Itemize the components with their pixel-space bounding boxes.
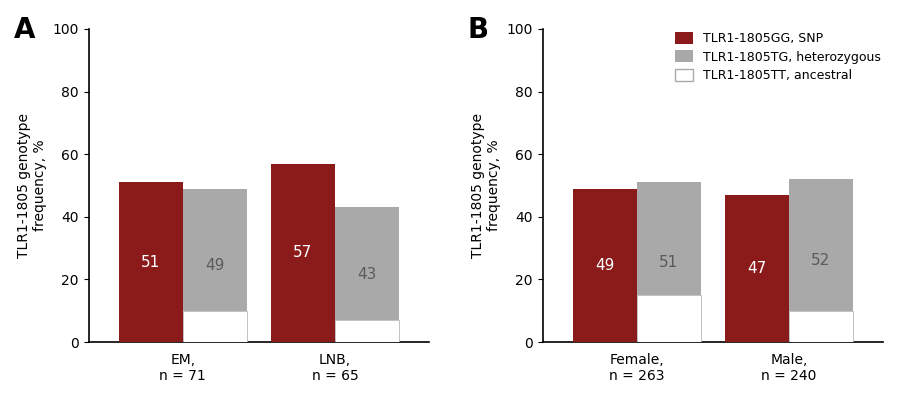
Text: 57: 57 [293,245,312,260]
Bar [271,164,335,342]
Text: 49: 49 [595,258,615,273]
Text: 51: 51 [141,255,160,270]
Bar [725,195,789,342]
Text: 49: 49 [205,258,224,273]
Bar [183,189,247,311]
Text: 43: 43 [357,267,376,282]
Bar [119,182,183,342]
Y-axis label: TLR1-1805 genotype
frequency, %: TLR1-1805 genotype frequency, % [17,113,47,258]
Bar [335,320,399,342]
Bar [637,182,701,295]
Y-axis label: TLR1-1805 genotype
frequency, %: TLR1-1805 genotype frequency, % [471,113,501,258]
Bar [789,179,853,311]
Bar [335,208,399,320]
Bar [789,311,853,342]
Text: 51: 51 [660,255,679,270]
Text: 52: 52 [812,253,831,268]
Bar [637,295,701,342]
Text: A: A [14,16,35,44]
Bar [183,311,247,342]
Legend: TLR1-1805GG, SNP, TLR1-1805TG, heterozygous, TLR1-1805TT, ancestral: TLR1-1805GG, SNP, TLR1-1805TG, heterozyg… [675,32,880,82]
Bar [573,189,637,342]
Text: B: B [468,16,489,44]
Text: 47: 47 [748,261,767,276]
